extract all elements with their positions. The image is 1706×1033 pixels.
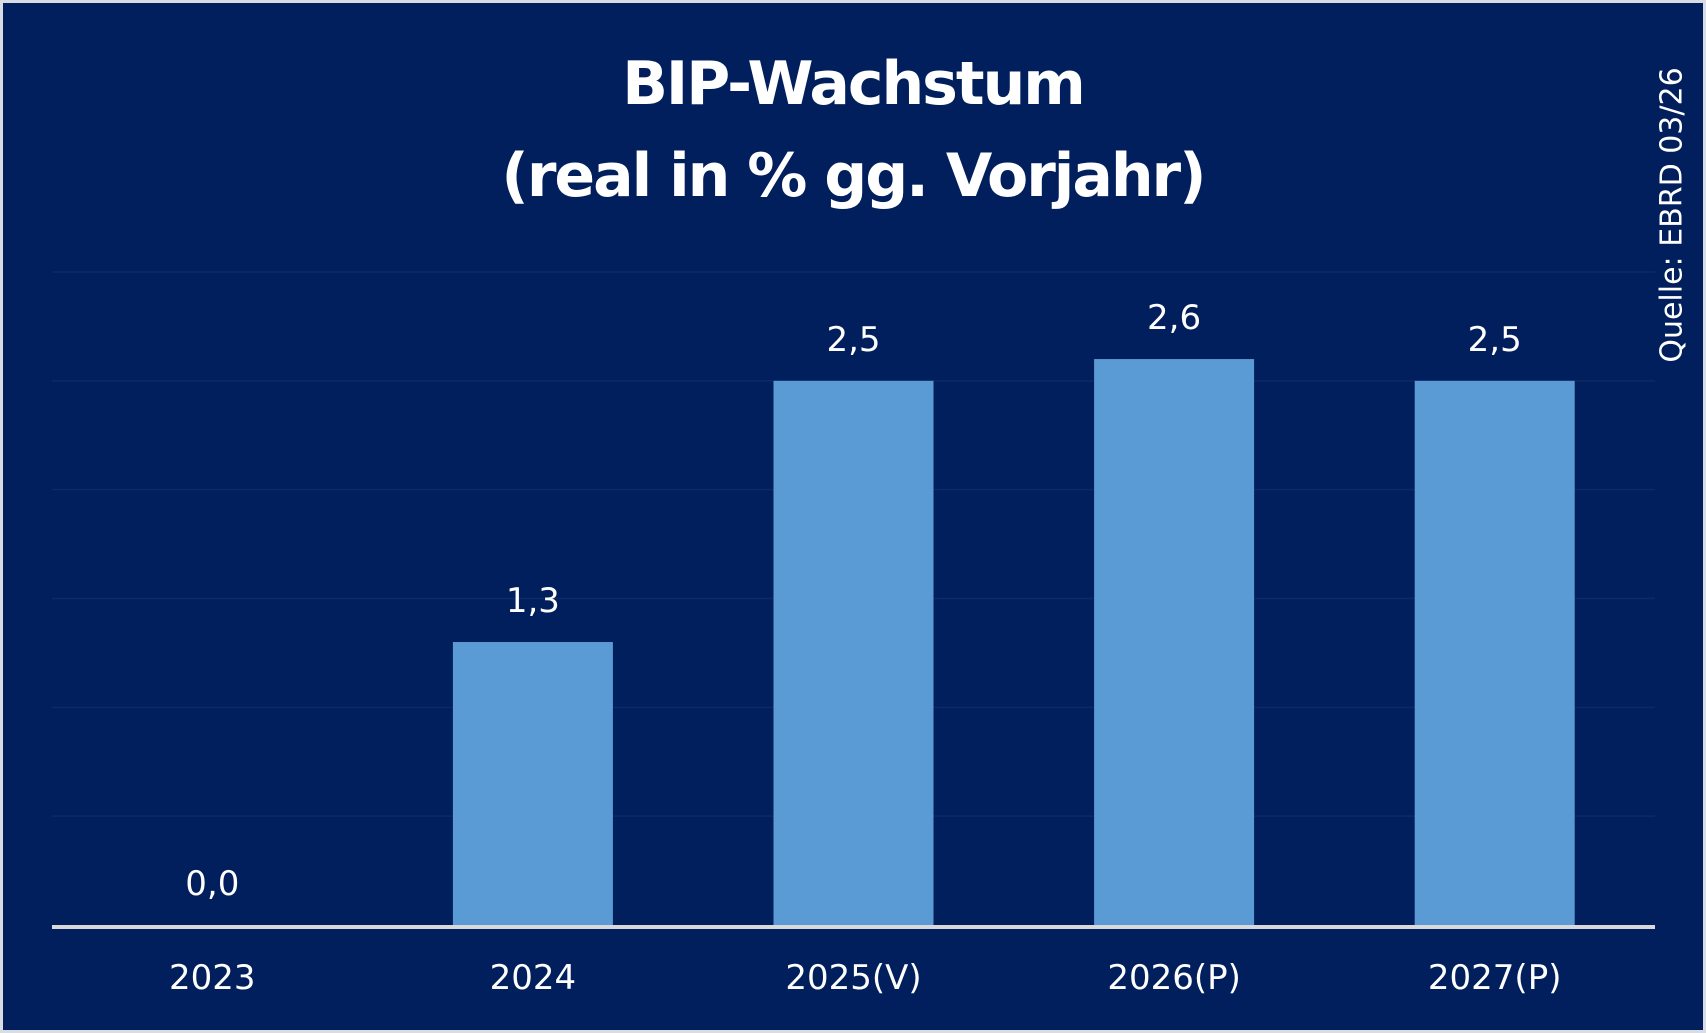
data-label: 2,6 (1147, 298, 1201, 338)
bars (452, 359, 1575, 926)
bar (452, 642, 613, 925)
x-tick-label: 2026(P) (1107, 958, 1241, 998)
chart-title-line-2: (real in % gg. Vorjahr) (501, 141, 1206, 211)
x-tick-label: 2023 (169, 958, 256, 998)
data-label: 2,5 (826, 320, 880, 360)
data-label: 0,0 (185, 864, 239, 904)
bar (1414, 380, 1575, 925)
data-label: 2,5 (1468, 320, 1522, 360)
x-tick-label: 2025(V) (785, 958, 921, 998)
data-label: 1,3 (506, 581, 560, 621)
x-tick-label: 2024 (490, 958, 577, 998)
bar (1094, 359, 1255, 926)
x-tick-labels: 2023 2024 2025(V) 2026(P) 2027(P) (169, 958, 1561, 998)
x-tick-label: 2027(P) (1428, 958, 1562, 998)
chart-title-line-1: BIP-Wachstum (622, 49, 1086, 119)
bar (773, 380, 934, 925)
data-labels: 0,0 1,3 2,5 2,6 2,5 (185, 298, 1521, 904)
chart-title: BIP-Wachstum (real in % gg. Vorjahr) (0, 38, 1706, 222)
